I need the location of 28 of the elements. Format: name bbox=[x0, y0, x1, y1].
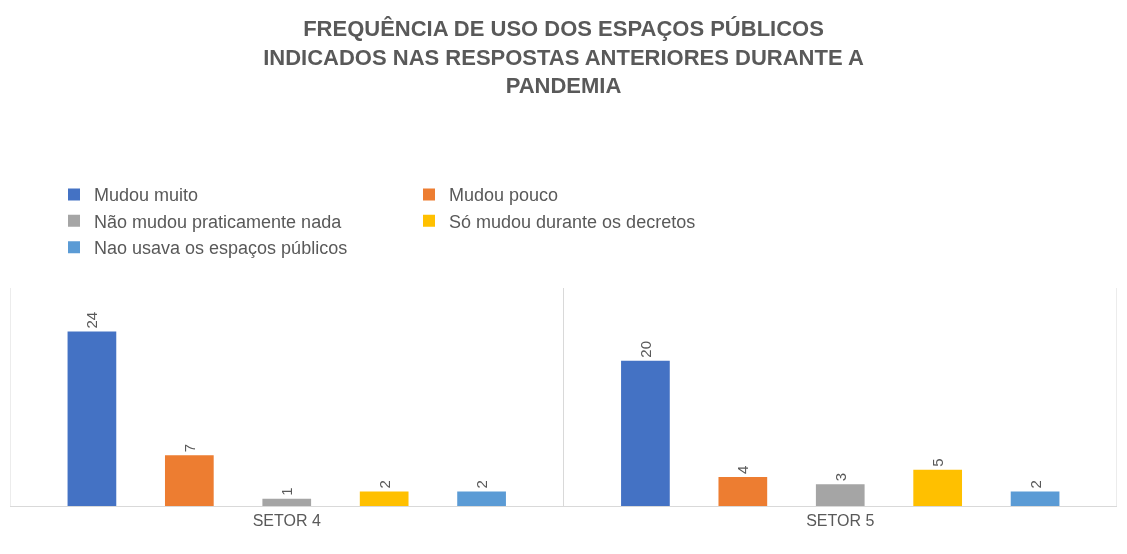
data-label: 4 bbox=[734, 465, 752, 474]
data-label: 20 bbox=[636, 340, 654, 358]
data-label: 2 bbox=[375, 480, 393, 489]
legend-label: Só mudou durante os decretos bbox=[449, 211, 696, 232]
data-label: 2 bbox=[1026, 480, 1044, 489]
data-label: 1 bbox=[278, 487, 296, 496]
chart-title: FREQUÊNCIA DE USO DOS ESPAÇOS PÚBLICOS INDICADOS NAS RESPOSTAS ANTERIORES DURANTE A PANDEMIA bbox=[263, 16, 864, 99]
legend-label: Nao usava os espaços públicos bbox=[94, 238, 348, 259]
bar bbox=[718, 476, 768, 506]
legend-label: Não mudou praticamente nada bbox=[94, 211, 343, 232]
legend-label: Mudou muito bbox=[94, 185, 199, 206]
data-label: 24 bbox=[83, 311, 101, 329]
data-label: 2 bbox=[473, 480, 491, 489]
bar bbox=[815, 484, 865, 506]
bar bbox=[67, 331, 117, 506]
data-label: 7 bbox=[180, 443, 198, 453]
bar bbox=[457, 491, 506, 506]
bar bbox=[621, 360, 670, 506]
bar bbox=[1010, 491, 1060, 506]
bar bbox=[359, 491, 409, 506]
data-label: 3 bbox=[831, 472, 849, 482]
legend-label: Mudou pouco bbox=[449, 185, 559, 206]
bar bbox=[913, 469, 963, 506]
x-tick-label: SETOR 5 bbox=[806, 512, 875, 530]
data-label: 5 bbox=[929, 458, 947, 467]
bar bbox=[262, 498, 312, 506]
bar bbox=[164, 455, 214, 506]
x-tick-label: SETOR 4 bbox=[252, 512, 321, 530]
